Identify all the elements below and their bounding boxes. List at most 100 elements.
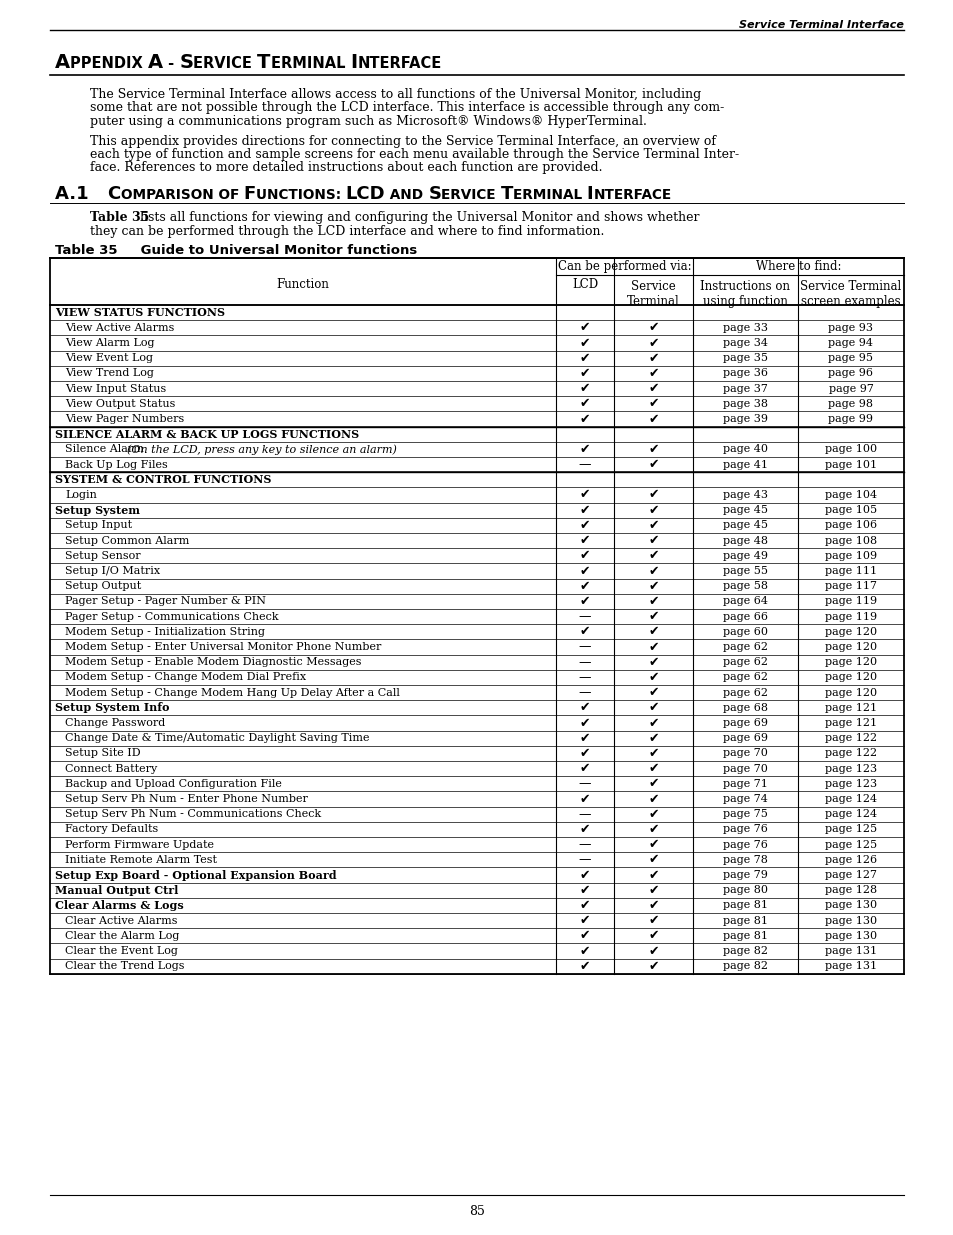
Text: page 48: page 48 [722,536,767,546]
Text: ✔: ✔ [579,367,590,380]
Text: Table 35: Table 35 [90,211,149,224]
Text: page 128: page 128 [824,885,876,895]
Text: A.1: A.1 [55,185,108,203]
Text: page 75: page 75 [722,809,767,819]
Text: Setup I/O Matrix: Setup I/O Matrix [65,566,160,576]
Text: page 40: page 40 [722,445,767,454]
Text: Initiate Remote Alarm Test: Initiate Remote Alarm Test [65,855,216,864]
Text: ✔: ✔ [579,412,590,426]
Text: ✔: ✔ [648,656,659,668]
Text: Table 35     Guide to Universal Monitor functions: Table 35 Guide to Universal Monitor func… [55,245,416,257]
Text: Connect Battery: Connect Battery [65,763,157,773]
Text: ✔: ✔ [579,336,590,350]
Text: ✔: ✔ [579,398,590,410]
Text: page 119: page 119 [824,597,876,606]
Text: ✔: ✔ [579,534,590,547]
Text: page 127: page 127 [824,869,876,881]
Text: page 33: page 33 [722,322,767,332]
Text: ✔: ✔ [648,839,659,851]
Text: ✔: ✔ [648,731,659,745]
Text: This appendix provides directions for connecting to the Service Terminal Interfa: This appendix provides directions for co… [90,135,716,147]
Text: Pager Setup - Communications Check: Pager Setup - Communications Check [65,611,278,621]
Text: Modem Setup - Enter Universal Monitor Phone Number: Modem Setup - Enter Universal Monitor Ph… [65,642,381,652]
Text: ✔: ✔ [579,945,590,957]
Text: page 94: page 94 [827,338,873,348]
Text: ✔: ✔ [648,762,659,776]
Text: page 123: page 123 [824,779,876,789]
Text: —: — [578,610,591,624]
Text: ✔: ✔ [648,868,659,882]
Text: Modem Setup - Initialization String: Modem Setup - Initialization String [65,627,265,637]
Text: ✔: ✔ [648,398,659,410]
Text: face. References to more detailed instructions about each function are provided.: face. References to more detailed instru… [90,162,602,174]
Text: page 60: page 60 [722,627,767,637]
Text: —: — [578,458,591,471]
Text: page 69: page 69 [722,734,767,743]
Text: F: F [244,185,255,203]
Text: ✔: ✔ [648,641,659,653]
Text: ✔: ✔ [648,367,659,380]
Text: page 76: page 76 [722,840,767,850]
Text: ✔: ✔ [648,610,659,624]
Text: LCD: LCD [572,279,598,291]
Text: page 123: page 123 [824,763,876,773]
Text: page 62: page 62 [722,672,767,683]
Text: page 104: page 104 [824,490,876,500]
Text: lists all functions for viewing and configuring the Universal Monitor and shows : lists all functions for viewing and conf… [136,211,699,224]
Text: Modem Setup - Change Modem Dial Prefix: Modem Setup - Change Modem Dial Prefix [65,672,306,683]
Text: ✔: ✔ [579,716,590,730]
Text: AND: AND [385,188,428,203]
Text: (On the LCD, press any key to silence an alarm): (On the LCD, press any key to silence an… [127,445,396,454]
Text: ✔: ✔ [648,336,659,350]
Text: page 99: page 99 [827,414,873,424]
Text: page 38: page 38 [722,399,767,409]
Text: ✔: ✔ [648,352,659,364]
Text: ✔: ✔ [579,701,590,714]
Text: ✔: ✔ [648,382,659,395]
Text: ✔: ✔ [579,579,590,593]
Text: ✔: ✔ [648,412,659,426]
Text: Setup System: Setup System [55,505,140,516]
Text: page 58: page 58 [722,582,767,592]
Text: NTERFACE: NTERFACE [593,188,671,203]
Text: page 41: page 41 [722,459,767,469]
Text: page 80: page 80 [722,885,767,895]
Text: —: — [578,808,591,821]
Text: The Service Terminal Interface allows access to all functions of the Universal M: The Service Terminal Interface allows ac… [90,88,700,101]
Text: Clear the Trend Logs: Clear the Trend Logs [65,961,184,971]
Text: —: — [578,641,591,653]
Text: Service
Terminal: Service Terminal [626,280,679,308]
Text: Setup System Info: Setup System Info [55,703,170,714]
Text: Back Up Log Files: Back Up Log Files [65,459,168,469]
Text: ✔: ✔ [648,808,659,821]
Text: A: A [148,53,163,72]
Text: View Input Status: View Input Status [65,384,166,394]
Text: page 66: page 66 [722,611,767,621]
Text: page 121: page 121 [824,718,876,727]
Text: page 39: page 39 [722,414,767,424]
Text: ✔: ✔ [648,716,659,730]
Text: page 125: page 125 [824,840,876,850]
Text: page 106: page 106 [824,520,876,530]
Text: ERMINAL: ERMINAL [513,188,586,203]
Text: LCD: LCD [346,185,385,203]
Text: page 35: page 35 [722,353,767,363]
Text: page 81: page 81 [722,915,767,925]
Text: page 131: page 131 [824,961,876,971]
Text: page 82: page 82 [722,961,767,971]
Text: page 108: page 108 [824,536,876,546]
Text: ✔: ✔ [648,914,659,927]
Text: page 131: page 131 [824,946,876,956]
Text: page 111: page 111 [824,566,876,576]
Text: page 109: page 109 [824,551,876,561]
Text: OMPARISON OF: OMPARISON OF [120,188,244,203]
Text: page 34: page 34 [722,338,767,348]
Text: —: — [578,671,591,684]
Text: I: I [350,53,357,72]
Text: ✔: ✔ [579,321,590,335]
Text: T: T [257,53,271,72]
Text: ✔: ✔ [579,443,590,456]
Text: ✔: ✔ [648,321,659,335]
Text: page 81: page 81 [722,931,767,941]
Text: ✔: ✔ [648,687,659,699]
